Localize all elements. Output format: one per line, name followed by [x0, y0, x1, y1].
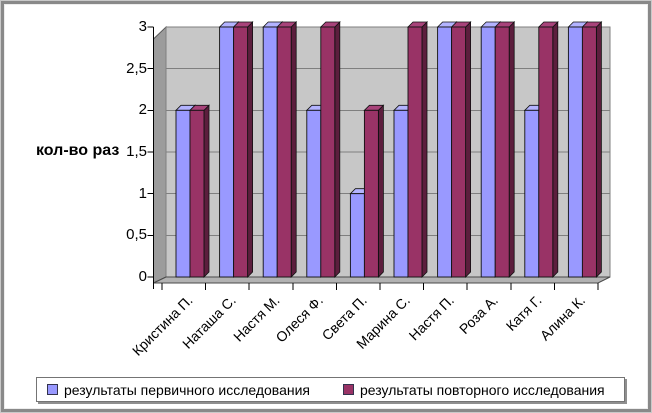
bar-side-face	[508, 21, 515, 278]
legend-item-repeat-study: результаты повторного исследования	[343, 378, 605, 401]
bar-front-face	[451, 26, 467, 278]
bar-side-face	[421, 21, 428, 278]
bar-front-face	[524, 109, 540, 278]
bar-front-face	[538, 26, 554, 278]
bar-front-face	[349, 193, 365, 278]
bar-front-face	[581, 26, 597, 278]
bar-side-face	[203, 104, 210, 278]
bar-front-face	[407, 26, 423, 278]
bar-front-face	[480, 26, 496, 278]
bar-front-face	[219, 26, 235, 278]
bar-front-face	[437, 26, 453, 278]
bar-side-face	[247, 21, 254, 278]
bar-front-face	[306, 109, 322, 278]
legend-label-primary-study: результаты первичного исследования	[64, 381, 311, 398]
side-wall	[153, 25, 167, 284]
y-axis-title: кол-во раз	[36, 142, 120, 159]
bar-front-face	[175, 109, 191, 278]
bar-front-face	[320, 26, 336, 278]
legend-item-primary-study: результаты первичного исследования	[47, 378, 310, 401]
legend-marker-repeat-study-icon	[343, 384, 354, 395]
bar-side-face	[552, 21, 559, 278]
bar-front-face	[363, 109, 379, 278]
bar-front-face	[276, 26, 292, 278]
bar-side-face	[334, 21, 341, 278]
bar-front-face	[393, 109, 409, 278]
bar-side-face	[465, 21, 472, 278]
floor	[153, 276, 611, 284]
bar-front-face	[494, 26, 510, 278]
bar-front-face	[262, 26, 278, 278]
bar-side-face	[377, 104, 384, 278]
legend-marker-primary-study-icon	[47, 384, 58, 395]
bar-front-face	[189, 109, 205, 278]
bar-side-face	[290, 21, 297, 278]
legend: результаты первичного исследования резул…	[36, 377, 625, 402]
legend-label-repeat-study: результаты повторного исследования	[360, 381, 605, 398]
bar-front-face	[233, 26, 249, 278]
bar-side-face	[596, 21, 602, 278]
bar-front-face	[567, 26, 583, 278]
